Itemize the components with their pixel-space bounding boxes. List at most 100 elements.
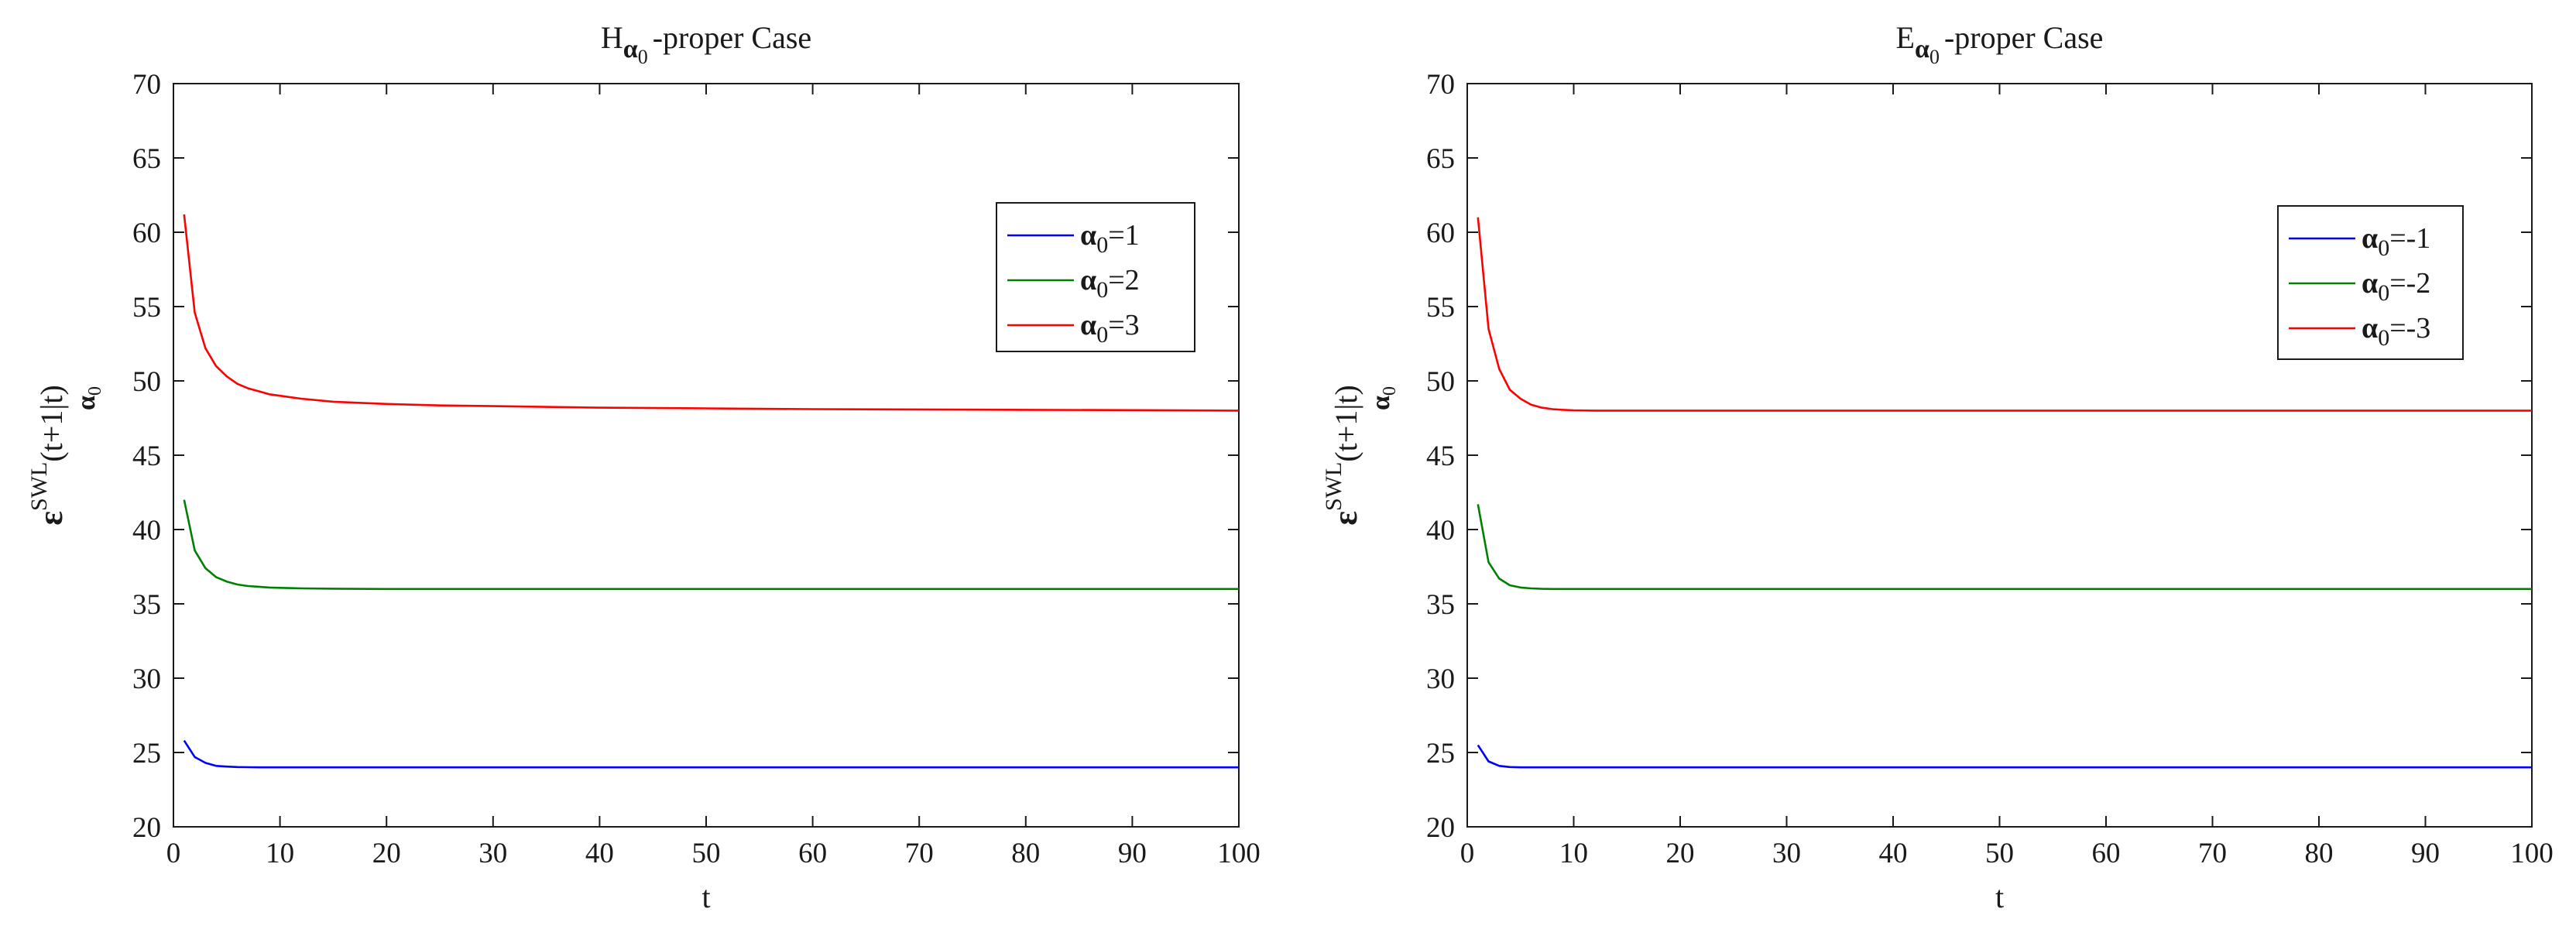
legend-value: =2 [1108,264,1139,297]
series-line-3 [1477,217,2532,412]
x-tick-label: 30 [478,838,507,869]
y-tick-label: 55 [132,292,161,324]
legend-symbol: α [1080,309,1096,341]
y-tick-label: 20 [132,812,161,844]
title-sub-index: 0 [638,46,648,68]
legend-index: 0 [1096,232,1108,258]
y-tick-label: 45 [132,441,161,472]
title-prefix: H [601,20,623,55]
chart-h-proper: 0 10 20 30 40 50 60 70 80 90 100 20 25 30 35 40 45 50 55 60… [26,20,1261,914]
y-tick-label: 70 [1426,69,1455,101]
series-line-1 [1477,744,2532,769]
x-tick-label: 20 [372,838,401,869]
y-tick-label: 65 [132,143,161,175]
legend-symbol: α [2362,312,2378,345]
x-tick-label: 50 [1985,838,2014,869]
ylabel-sub-index: 0 [85,386,105,396]
ylabel-superscript: SWL [1321,462,1346,511]
legend-label-2: α0=-2 [2362,267,2430,306]
y-tick-label: 55 [1426,292,1455,324]
series-line-1 [183,739,1239,769]
legend-label-3: α0=-3 [2362,312,2430,351]
legend-index: 0 [2378,235,2389,261]
x-tick-label: 90 [1118,838,1147,869]
x-axis-label: t [701,879,710,914]
y-tick-label: 65 [1426,143,1455,175]
title-suffix: -proper Case [653,20,811,55]
legend-symbol: α [2362,267,2378,300]
y-tick-label: 70 [132,69,161,101]
y-axis-label-subscript: α0 [1367,386,1400,410]
title-sub-symbol: α [623,35,638,63]
y-tick-label: 30 [132,663,161,695]
legend-symbol: α [2362,222,2378,255]
x-tick-label: 90 [2411,838,2440,869]
x-tick-label: 80 [1011,838,1040,869]
series-line-2 [183,499,1239,591]
legend-index: 0 [1096,322,1108,348]
x-tick-label: 70 [905,838,934,869]
y-tick-label: 60 [1426,218,1455,249]
title-suffix: -proper Case [1944,20,2103,55]
x-tick-label: 40 [585,838,614,869]
x-tick-label: 100 [1217,838,1261,869]
y-tick-label: 60 [132,218,161,249]
y-axis-label-subscript: α0 [72,386,105,410]
y-tick-label: 25 [132,738,161,770]
legend-label-3: α0=3 [1080,309,1140,348]
chart-title: Eα0-proper Case [1896,20,2104,68]
plot-area-frame [173,83,1240,828]
ylabel-sub-index: 0 [1380,386,1400,396]
title-prefix: E [1896,20,1915,55]
ylabel-sub-symbol: α [1367,396,1395,410]
y-tick-label: 40 [1426,515,1455,547]
x-tick-label: 50 [692,838,721,869]
ylabel-suffix: (t+1|t) [34,385,69,461]
legend-value: =-2 [2389,267,2430,300]
y-tick-label: 20 [1426,812,1455,844]
x-tick-label: 20 [1666,838,1695,869]
y-tick-label: 35 [132,589,161,621]
x-tick-label: 0 [166,838,181,869]
legend-value: =3 [1108,309,1139,341]
ylabel-suffix: (t+1|t) [1329,385,1363,461]
x-tick-label: 40 [1879,838,1908,869]
x-tick-label: 10 [1559,838,1588,869]
legend-value: =-3 [2389,312,2430,345]
x-tick-label: 10 [266,838,294,869]
y-axis-label: εSWL(t+1|t) [26,385,70,526]
x-tick-label: 60 [798,838,827,869]
ylabel-symbol: ε [1326,511,1364,526]
chart-title: Hα0-proper Case [601,20,811,68]
legend-index: 0 [2378,280,2389,306]
series-line-2 [1477,504,2532,591]
x-tick-label: 100 [2510,838,2554,869]
y-tick-label: 50 [132,366,161,398]
y-tick-label: 30 [1426,663,1455,695]
plot-area-frame [1466,83,2533,828]
x-tick-label: 30 [1772,838,1801,869]
legend-symbol: α [1080,264,1096,297]
x-tick-label: 60 [2092,838,2121,869]
legend-value: =-1 [2389,222,2430,255]
x-axis-label: t [1995,879,2004,914]
legend-index: 0 [1096,277,1108,303]
legend-value: =1 [1108,219,1139,252]
ylabel-superscript: SWL [26,462,52,511]
title-sub-symbol: α [1915,35,1929,63]
legend-box [996,202,1195,352]
y-axis-label: εSWL(t+1|t) [1321,385,1364,526]
legend-index: 0 [2378,325,2389,351]
y-tick-label: 25 [1426,738,1455,770]
title-sub-index: 0 [1929,46,1940,68]
ylabel-sub-symbol: α [72,396,101,410]
ylabel-symbol: ε [32,511,70,526]
chart-e-proper: 0 10 20 30 40 50 60 70 80 90 100 20 25 30 35 40 45 50 55 60… [1321,20,2554,914]
legend-label-2: α0=2 [1080,264,1140,303]
legend-symbol: α [1080,219,1096,252]
y-tick-label: 45 [1426,441,1455,472]
x-tick-label: 70 [2198,838,2227,869]
series-line-3 [183,214,1240,412]
x-tick-label: 80 [2305,838,2334,869]
